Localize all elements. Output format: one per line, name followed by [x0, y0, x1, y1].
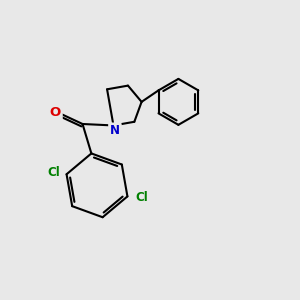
- Text: Cl: Cl: [135, 191, 148, 204]
- Text: Cl: Cl: [47, 166, 60, 179]
- Text: N: N: [110, 124, 120, 137]
- Text: O: O: [50, 106, 61, 119]
